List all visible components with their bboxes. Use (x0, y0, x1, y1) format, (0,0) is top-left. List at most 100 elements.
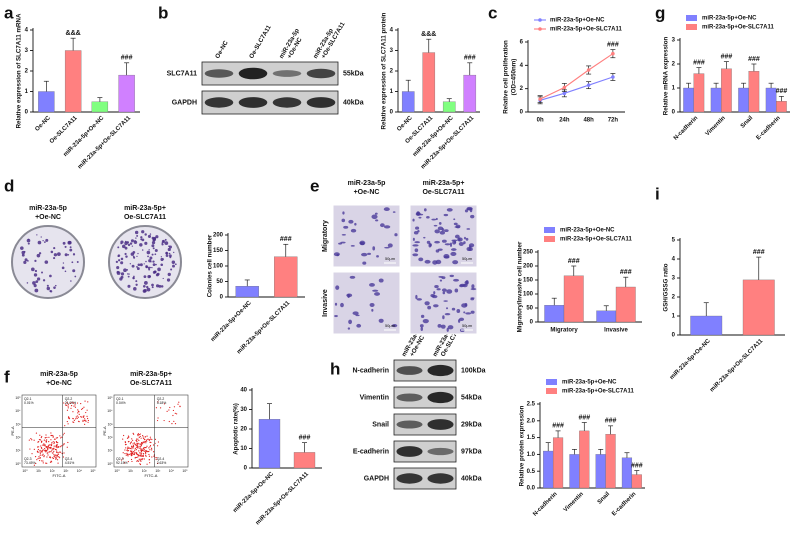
event-dot (166, 410, 168, 412)
flow-tick: 10⁵ (107, 396, 113, 400)
cell (356, 323, 362, 328)
bar (274, 256, 298, 298)
row-label: Migratory (322, 220, 329, 252)
cell (424, 301, 430, 306)
event-dot (133, 442, 135, 444)
event-dot (56, 445, 58, 447)
cell (442, 291, 446, 295)
legend-swatch (544, 227, 555, 233)
event-dot (77, 416, 80, 418)
y-tick-label: 0.5 (527, 469, 536, 475)
colony (151, 267, 153, 269)
annotation: &&& (66, 30, 81, 37)
event-dot (142, 458, 144, 460)
event-dot (141, 455, 143, 457)
blot-band (396, 473, 423, 484)
panel-letter: c (488, 3, 497, 22)
colony (135, 283, 138, 286)
line (539, 76, 614, 101)
event-dot (59, 446, 61, 448)
y-tick-label: 0 (390, 110, 394, 116)
event-dot (56, 441, 58, 444)
event-dot (39, 450, 41, 452)
event-dot (59, 451, 61, 453)
event-dot (63, 402, 65, 404)
blot-band (396, 420, 423, 429)
annotation: ### (552, 423, 564, 430)
event-dot (128, 436, 130, 438)
cell (371, 308, 374, 312)
annotation: ### (721, 53, 733, 60)
colony (152, 247, 155, 250)
colony (67, 253, 70, 256)
image-label: Oe-SLC7A11 (124, 214, 166, 221)
event-dot (39, 434, 41, 436)
event-dot (84, 423, 86, 425)
bar (293, 452, 316, 469)
event-dot (145, 439, 148, 441)
x-tick-label: miR-23a-5p+Oe-NC (210, 300, 253, 343)
event-dot (137, 445, 139, 447)
event-dot (39, 459, 41, 462)
event-dot (151, 456, 153, 458)
cell (463, 236, 466, 240)
event-dot (131, 460, 133, 463)
event-dot (144, 436, 146, 438)
event-dot (142, 455, 144, 457)
event-dot (85, 420, 87, 423)
cell (453, 218, 456, 221)
colony (127, 243, 131, 247)
event-dot (67, 407, 69, 409)
event-dot (50, 444, 53, 447)
colony (49, 274, 52, 278)
flow-tick: 10³ (16, 422, 22, 426)
colony (128, 273, 130, 275)
colony (64, 270, 67, 273)
cell (463, 311, 466, 314)
y-tick-label: 2 (390, 69, 394, 75)
cell (341, 233, 346, 236)
colony (41, 271, 44, 274)
cell (444, 313, 451, 316)
panel-letter: d (4, 176, 14, 195)
colony (36, 253, 41, 258)
event-dot (73, 421, 75, 423)
y-tick-label: 200 (213, 233, 224, 239)
flow-tick: 10³ (155, 469, 161, 473)
event-dot (140, 458, 142, 460)
colony (62, 262, 65, 264)
colony (40, 236, 42, 238)
event-dot (69, 402, 71, 404)
event-dot (128, 440, 130, 443)
flow-tick: 10⁰ (15, 462, 21, 466)
colony (44, 241, 46, 243)
event-dot (155, 458, 157, 461)
y-tick-label: 0 (244, 466, 248, 472)
panel-letter: i (655, 184, 660, 203)
cell (424, 259, 431, 264)
colony (133, 275, 135, 278)
bar (91, 101, 109, 113)
event-dot (48, 456, 51, 458)
colony (134, 230, 139, 235)
micrograph (332, 204, 401, 268)
colony (117, 255, 120, 257)
colony (153, 270, 157, 273)
event-dot (59, 435, 61, 437)
event-dot (48, 441, 50, 443)
event-dot (30, 437, 32, 440)
cell (420, 326, 423, 331)
cell (416, 298, 422, 301)
quadrant-label: 0.01% (24, 401, 34, 405)
event-dot (132, 447, 134, 449)
event-dot (45, 441, 47, 443)
y-tick-label: 150 (213, 248, 224, 254)
quadrant-label: 0.04% (116, 401, 126, 405)
colony (33, 284, 37, 288)
y-axis-label: Relative expression of SLC7A11 mRNA (16, 13, 23, 128)
event-dot (31, 439, 33, 441)
event-dot (40, 445, 42, 447)
y-tick-label: 1.0 (527, 452, 536, 458)
colony (145, 260, 147, 263)
colony (120, 240, 124, 244)
